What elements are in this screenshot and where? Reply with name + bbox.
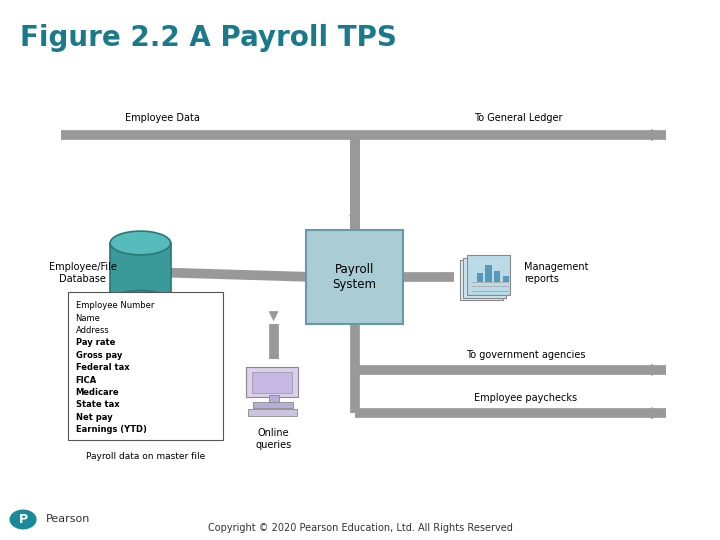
Text: Online
queries: Online queries [256,428,292,450]
Text: Gross pay: Gross pay [76,351,122,360]
Text: Employee/File
Database: Employee/File Database [49,262,117,284]
Bar [477,273,483,282]
Bar [253,402,293,408]
Text: Earnings (YTD): Earnings (YTD) [76,425,146,434]
Bar [494,271,500,282]
Circle shape [9,509,37,530]
Text: Payroll data on master file: Payroll data on master file [86,452,205,461]
Text: Management
reports: Management reports [524,262,589,284]
Bar [248,409,297,416]
Bar [503,276,509,282]
Text: To General Ledger: To General Ledger [474,113,562,123]
FancyBboxPatch shape [306,230,403,324]
Text: Employee paychecks: Employee paychecks [474,393,577,403]
Bar [485,265,492,282]
Text: Address: Address [76,326,109,335]
FancyBboxPatch shape [252,372,292,393]
Bar [269,395,279,405]
FancyBboxPatch shape [246,367,298,397]
FancyBboxPatch shape [460,260,503,300]
Bar [110,243,171,302]
Text: Federal tax: Federal tax [76,363,129,372]
Text: Employee Data: Employee Data [125,113,199,123]
Text: State tax: State tax [76,400,120,409]
Ellipse shape [110,231,171,255]
Text: Name: Name [76,314,101,323]
Text: To government agencies: To government agencies [466,350,585,360]
Text: Pearson: Pearson [46,515,91,524]
Ellipse shape [110,291,171,314]
Text: Net pay: Net pay [76,413,112,422]
FancyBboxPatch shape [467,255,510,295]
Text: Copyright © 2020 Pearson Education, Ltd. All Rights Reserved: Copyright © 2020 Pearson Education, Ltd.… [207,523,513,533]
FancyBboxPatch shape [463,258,506,298]
Text: FICA: FICA [76,376,97,384]
Text: Payroll
System: Payroll System [333,263,377,291]
Text: Medicare: Medicare [76,388,120,397]
Text: Employee Number: Employee Number [76,301,154,310]
FancyBboxPatch shape [68,292,223,440]
Text: Pay rate: Pay rate [76,339,115,348]
Text: Figure 2.2 A Payroll TPS: Figure 2.2 A Payroll TPS [20,24,397,52]
Text: P: P [19,513,27,526]
